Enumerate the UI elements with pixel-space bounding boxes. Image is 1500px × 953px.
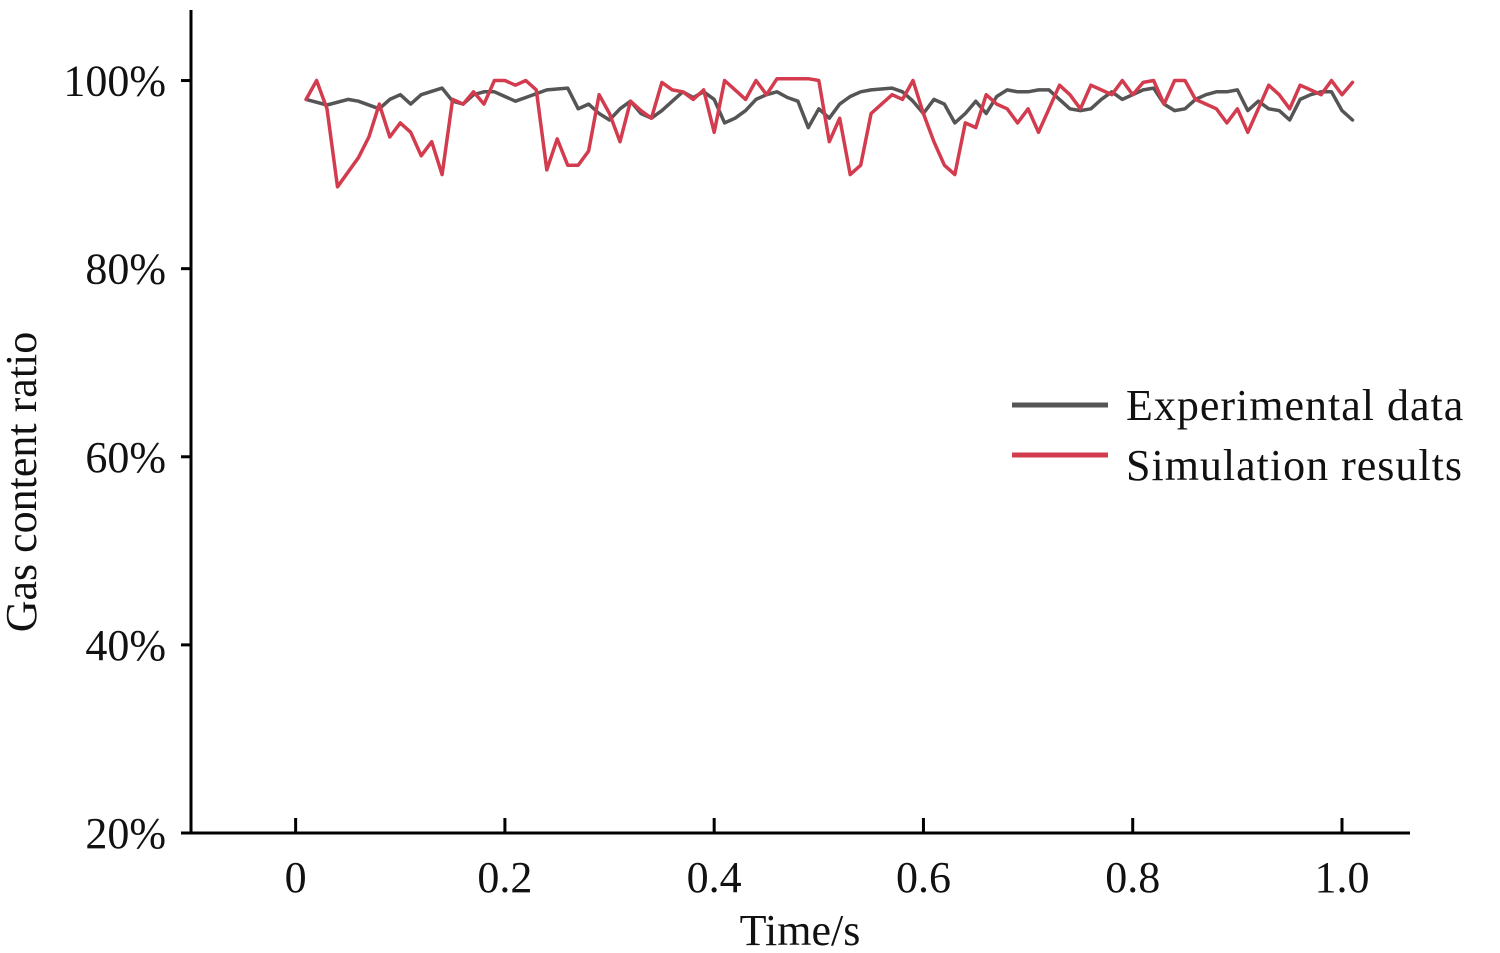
series-line-experimental (304, 86, 1355, 130)
series-layer (304, 76, 1355, 189)
x-tick-label: 1.0 (1314, 853, 1369, 902)
series-line-simulation (304, 76, 1355, 189)
legend-label-experimental: Experimental data (1126, 381, 1464, 430)
legend: Experimental data Simulation results (1012, 381, 1464, 490)
y-axis-title: Gas content ratio (0, 332, 46, 633)
y-axis-ticks: 20% 40% 60% 80% 100% (63, 57, 191, 858)
y-tick-label: 40% (85, 621, 166, 670)
y-tick-label: 60% (85, 433, 166, 482)
y-tick-label: 80% (85, 245, 166, 294)
x-tick-label: 0.8 (1105, 853, 1160, 902)
legend-label-simulation: Simulation results (1126, 441, 1463, 490)
y-tick-label: 20% (85, 809, 166, 858)
x-axis-ticks: 0 0.2 0.4 0.6 0.8 1.0 (285, 818, 1369, 902)
x-axis-title: Time/s (740, 906, 861, 953)
y-tick-label: 100% (63, 57, 166, 106)
x-tick-label: 0 (285, 853, 307, 902)
x-tick-label: 0.4 (687, 853, 742, 902)
x-tick-label: 0.2 (477, 853, 532, 902)
x-tick-label: 0.6 (896, 853, 951, 902)
